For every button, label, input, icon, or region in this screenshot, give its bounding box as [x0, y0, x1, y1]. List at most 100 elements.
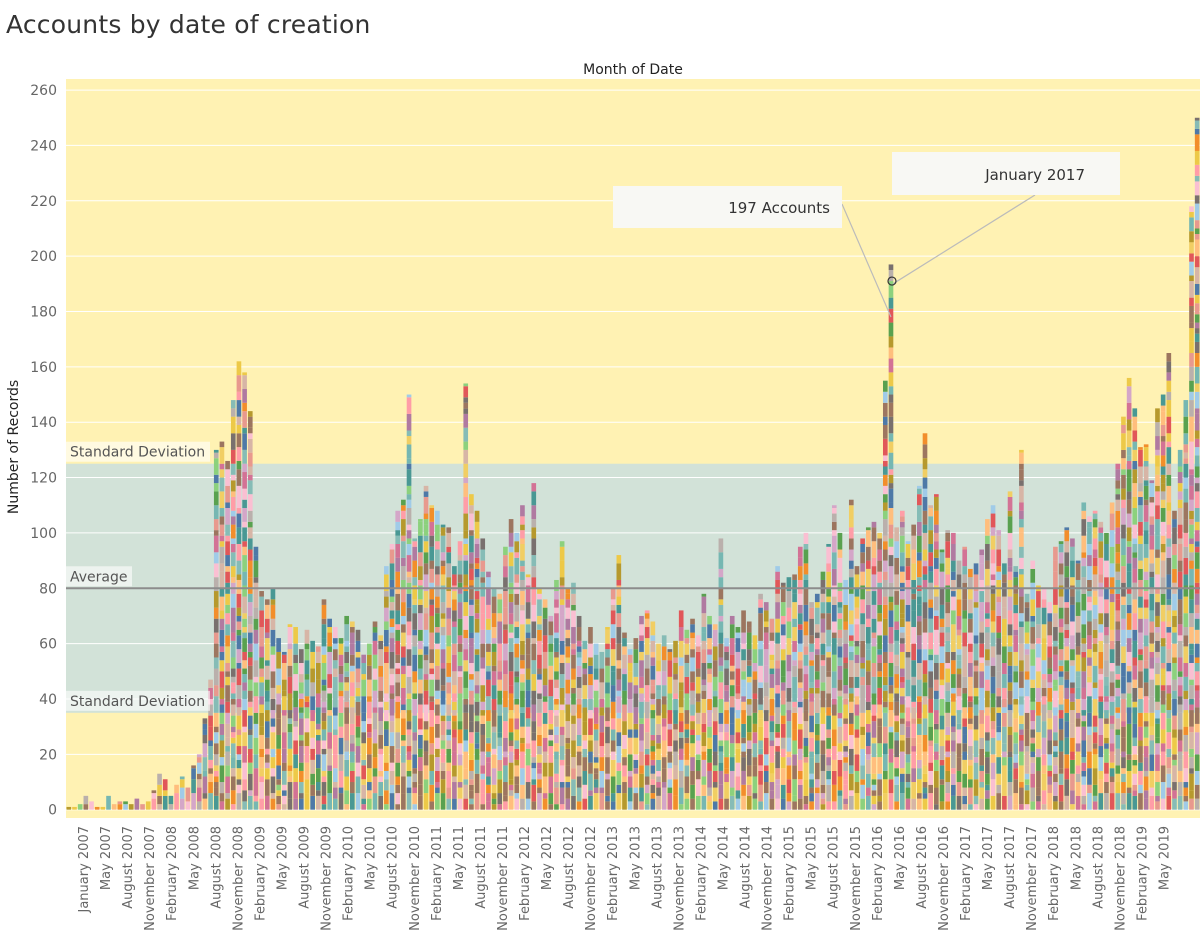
- bar-segment: [1098, 632, 1104, 641]
- bar-segment: [973, 762, 979, 780]
- bar-segment: [242, 668, 247, 675]
- bar-segment: [344, 707, 349, 724]
- bar-segment: [775, 685, 780, 694]
- bar-segment: [497, 613, 503, 622]
- bar-segment: [724, 701, 729, 711]
- bar-segment: [882, 502, 888, 511]
- bar-segment: [1138, 740, 1143, 747]
- bar-segment: [247, 615, 253, 625]
- bar-segment: [843, 779, 848, 785]
- bar-segment: [1143, 776, 1149, 791]
- bar-segment: [627, 729, 633, 738]
- bar-segment: [962, 566, 968, 575]
- bar-segment: [287, 723, 293, 733]
- bar-segment: [480, 723, 486, 735]
- bar: [344, 615, 349, 810]
- bar-segment: [599, 707, 605, 716]
- bar-segment: [780, 690, 786, 705]
- bar-segment: [559, 663, 565, 675]
- bar-segment: [1075, 726, 1081, 744]
- bar-segment: [1058, 671, 1064, 677]
- bar-segment: [525, 624, 531, 633]
- bar-segment: [780, 624, 786, 636]
- bar: [253, 546, 259, 810]
- bar-segment: [457, 787, 463, 799]
- bar-segment: [661, 646, 667, 661]
- bar-segment: [418, 585, 423, 600]
- bar-segment: [888, 651, 894, 664]
- bar-segment: [803, 795, 809, 805]
- bar-segment: [242, 402, 247, 412]
- bar-segment: [616, 621, 622, 628]
- bar-segment: [219, 546, 225, 564]
- bar-segment: [1013, 629, 1019, 636]
- bar-segment: [355, 651, 361, 658]
- bar-segment: [684, 663, 690, 677]
- bar-segment: [803, 579, 809, 589]
- bar-segment: [814, 607, 820, 625]
- bar-segment: [230, 621, 236, 633]
- bar-segment: [1194, 770, 1200, 785]
- bar-segment: [474, 563, 480, 569]
- bar-segment: [826, 563, 831, 572]
- bar-segment: [236, 469, 242, 486]
- bar-segment: [877, 704, 882, 719]
- bar-segment: [548, 710, 554, 724]
- bar-segment: [905, 663, 911, 680]
- bar-segment: [350, 751, 355, 763]
- bar-segment: [610, 649, 616, 666]
- bar-segment: [1194, 353, 1200, 367]
- bar-segment: [741, 743, 746, 752]
- bar-segment: [593, 787, 599, 794]
- bar-segment: [752, 776, 758, 794]
- bar-segment: [1092, 618, 1098, 630]
- bar-segment: [429, 754, 435, 771]
- bar-segment: [253, 607, 259, 619]
- bar-segment: [746, 632, 752, 650]
- bar-segment: [752, 723, 758, 733]
- x-tick-label: May 2010: [364, 826, 379, 890]
- bar-segment: [661, 768, 667, 783]
- bar-segment: [877, 560, 882, 572]
- bar-segment: [389, 762, 395, 771]
- bar-segment: [423, 491, 429, 497]
- bar-segment: [304, 674, 310, 680]
- bar-segment: [1104, 613, 1109, 628]
- bar-segment: [1132, 795, 1138, 810]
- bar-segment: [196, 801, 202, 810]
- bar-segment: [911, 751, 916, 769]
- bar-segment: [463, 397, 469, 403]
- bar-segment: [270, 599, 276, 605]
- bar-segment: [820, 798, 826, 805]
- bar-segment: [934, 804, 939, 810]
- bar-segment: [1064, 541, 1070, 553]
- bar-segment: [418, 734, 423, 749]
- bar-segment: [486, 721, 491, 738]
- bar-segment: [406, 593, 412, 608]
- bar-segment: [979, 663, 985, 672]
- bar-segment: [457, 782, 463, 788]
- bar-segment: [860, 712, 865, 727]
- bar-segment: [1177, 704, 1183, 713]
- bar-segment: [934, 690, 939, 699]
- bar-segment: [520, 530, 525, 539]
- bar-segment: [1155, 795, 1160, 802]
- bar-segment: [639, 718, 644, 724]
- bar-segment: [701, 649, 707, 664]
- bar-segment: [338, 682, 344, 691]
- bar-segment: [996, 571, 1002, 580]
- bar-segment: [1024, 746, 1030, 752]
- bar-segment: [219, 463, 225, 470]
- bar-segment: [333, 782, 338, 788]
- bar-segment: [542, 712, 548, 724]
- bar: [185, 787, 191, 810]
- bar-segment: [412, 629, 418, 636]
- bar-segment: [298, 663, 304, 675]
- bar-segment: [826, 801, 831, 810]
- bar-segment: [1081, 657, 1087, 672]
- x-tick-label: May 2014: [716, 826, 731, 890]
- bar-segment: [1160, 491, 1166, 500]
- bar-segment: [486, 710, 491, 722]
- bar-segment: [333, 690, 338, 708]
- bar-segment: [429, 632, 435, 650]
